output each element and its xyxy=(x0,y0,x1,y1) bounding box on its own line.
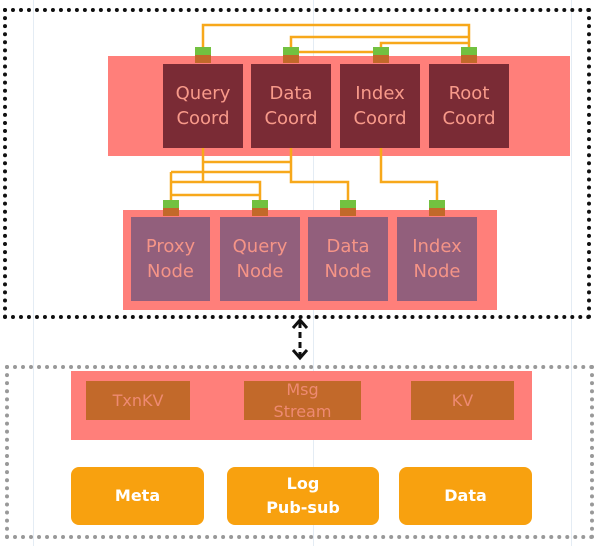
kv-box: KV xyxy=(411,381,514,420)
meta-box: Meta xyxy=(71,467,204,525)
connector-port xyxy=(283,47,299,55)
connector-socket xyxy=(283,55,299,63)
proxy-node: Proxy Node xyxy=(131,217,210,301)
query-coord: Query Coord xyxy=(163,64,243,148)
index-coord: Index Coord xyxy=(340,64,420,148)
connector-port xyxy=(252,200,268,208)
root-coord: Root Coord xyxy=(429,64,509,148)
guide-line xyxy=(571,0,572,546)
connector-socket xyxy=(373,55,389,63)
connector-socket xyxy=(340,208,356,216)
connector-port xyxy=(340,200,356,208)
connector-port xyxy=(163,200,179,208)
connector-socket xyxy=(461,55,477,63)
index-node: Index Node xyxy=(397,217,477,301)
wire xyxy=(379,148,439,200)
connector-socket xyxy=(252,208,268,216)
connector-port xyxy=(195,47,211,55)
connector-port xyxy=(429,200,445,208)
compute-layer-boundary xyxy=(3,8,591,319)
data-coord: Data Coord xyxy=(251,64,331,148)
connector-socket xyxy=(429,208,445,216)
guide-line xyxy=(33,0,34,546)
log-pubsub-box: Log Pub-sub xyxy=(227,467,379,525)
storage-layer-boundary xyxy=(5,365,594,539)
wire xyxy=(379,41,469,47)
query-node: Query Node xyxy=(220,217,300,301)
data-box: Data xyxy=(399,467,532,525)
connector-socket xyxy=(163,208,179,216)
bidirectional-arrow-icon xyxy=(291,317,309,361)
wire xyxy=(171,180,262,200)
msg-stream-box: Msg Stream xyxy=(244,380,361,421)
connector-socket xyxy=(195,55,211,63)
data-node: Data Node xyxy=(308,217,388,301)
connector-port xyxy=(461,47,477,55)
connector-port xyxy=(373,47,389,55)
txnkv-box: TxnKV xyxy=(86,381,190,420)
wire xyxy=(289,148,350,200)
wire xyxy=(289,35,469,47)
